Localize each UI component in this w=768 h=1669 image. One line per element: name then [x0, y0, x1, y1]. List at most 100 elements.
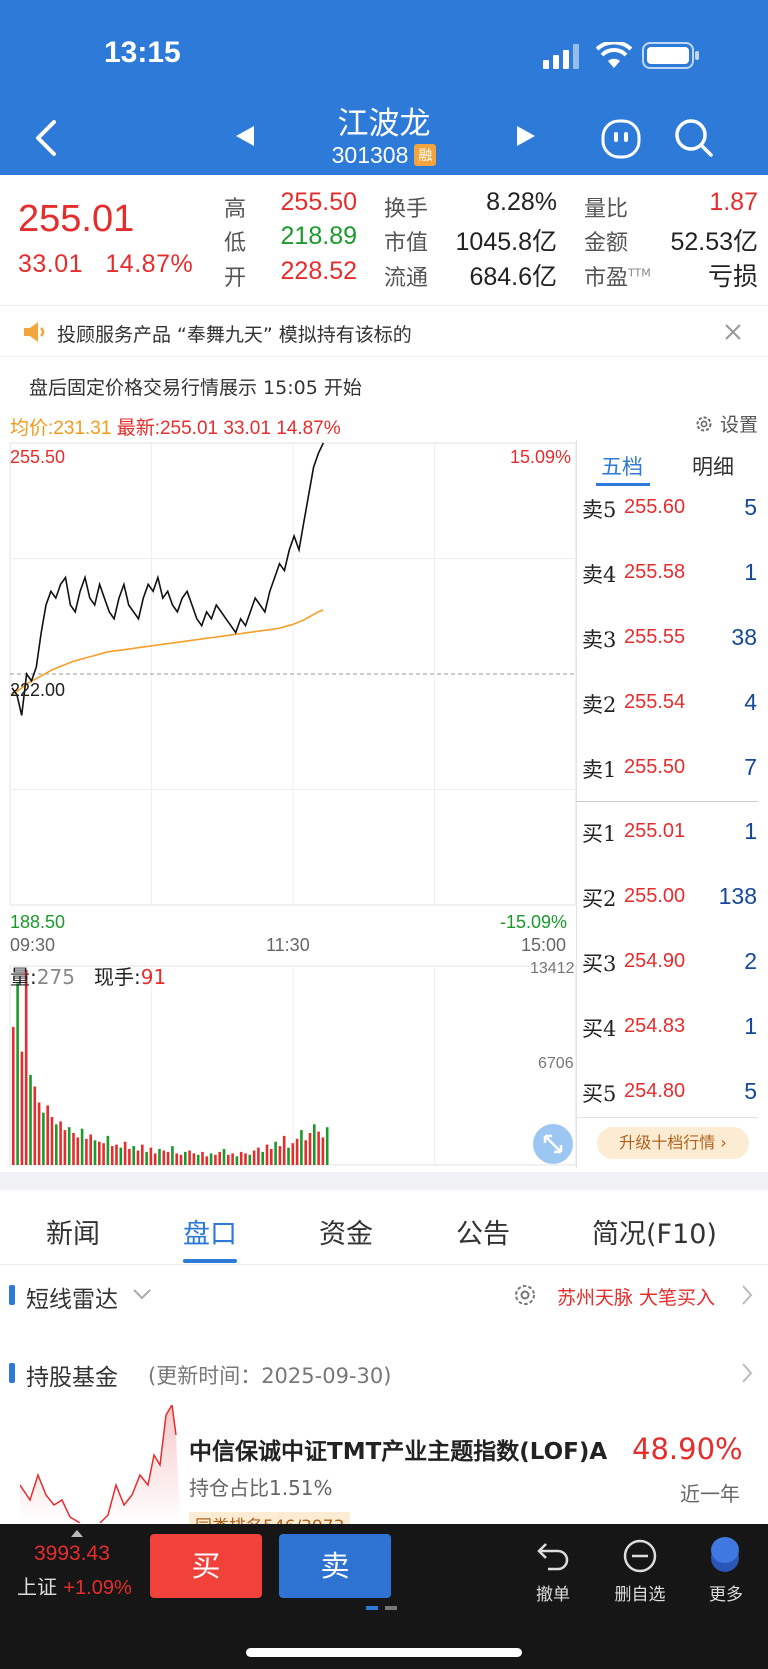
volume-bar: [16, 983, 19, 1165]
index-value[interactable]: 3993.43: [34, 1542, 110, 1565]
funds-title: 持股基金: [26, 1365, 118, 1391]
latest-price: 最新:255.01: [116, 418, 219, 439]
volume-bar: [214, 1154, 217, 1165]
bid-row[interactable]: 买3 254.90 2: [582, 948, 757, 978]
ask-row[interactable]: 卖1 255.50 7: [582, 754, 757, 784]
stat-label-text: 换手: [384, 197, 429, 222]
remove-watchlist-label[interactable]: 删自选: [614, 1585, 666, 1605]
gear-icon[interactable]: [512, 1282, 538, 1308]
volume-bar: [295, 1138, 299, 1165]
latest-change: 33.01: [223, 418, 271, 439]
ask-row[interactable]: 卖4 255.58 1: [582, 559, 757, 589]
volume-bar: [50, 1117, 54, 1165]
sell-button[interactable]: 卖: [279, 1534, 391, 1598]
bid-row[interactable]: 买5 254.80 5: [582, 1078, 757, 1108]
level-volume: 138: [718, 883, 757, 909]
radar-title[interactable]: 短线雷达: [26, 1287, 118, 1313]
volume-bar: [136, 1150, 140, 1165]
chevron-right-icon[interactable]: [740, 1362, 754, 1384]
bid-row[interactable]: 买2 255.00 138: [582, 883, 757, 913]
volume-bar: [115, 1144, 118, 1165]
chevron-down-icon[interactable]: [132, 1287, 152, 1301]
volume-bar: [291, 1143, 295, 1165]
volume-bar: [218, 1151, 221, 1165]
volume-bar: [278, 1146, 282, 1165]
chart-settings[interactable]: 设置: [694, 410, 758, 437]
volume-bar: [282, 1135, 286, 1165]
cancel-order-label[interactable]: 撤单: [536, 1585, 570, 1605]
intraday-chart[interactable]: [0, 440, 580, 930]
buy-button[interactable]: 买: [150, 1534, 262, 1598]
x-tick-open: 09:30: [10, 935, 56, 955]
stat-value: 亏损: [707, 263, 758, 291]
more-label[interactable]: 更多: [709, 1585, 743, 1605]
volume-bar: [274, 1141, 277, 1165]
tab-detail[interactable]: 明细: [692, 455, 734, 479]
detail-tabs: 新闻 盘口 资金 公告 简况(F10): [0, 1190, 768, 1265]
volume-bar: [235, 1156, 239, 1165]
change-value: 33.01: [18, 250, 84, 278]
chat-icon[interactable]: [600, 118, 642, 160]
stat-value: 684.6亿: [469, 263, 557, 291]
tab-five-level[interactable]: 五档: [601, 455, 643, 479]
tab-announcements[interactable]: 公告: [456, 1219, 510, 1250]
volume-bar: [248, 1154, 252, 1165]
undo-icon[interactable]: [536, 1538, 572, 1574]
level-price: 254.90: [624, 950, 686, 972]
bottom-toolbar: 3993.43 上证 +1.09% 买 卖 撤单 删自选 更多: [0, 1524, 768, 1669]
chevron-right-icon[interactable]: [740, 1284, 754, 1306]
app-header: 13:15 江波龙 301308 融: [0, 0, 768, 175]
signal-icon: [543, 44, 579, 69]
order-book: [576, 440, 758, 1168]
volume-bar: [24, 970, 28, 1165]
caret-up-icon: [71, 1530, 83, 1537]
prev-stock-icon[interactable]: [234, 124, 256, 148]
stat-value: 228.52: [280, 257, 357, 285]
ask-row[interactable]: 卖2 255.54 4: [582, 689, 757, 719]
stat-label: 开: [224, 260, 246, 292]
volume-bar: [325, 1127, 329, 1165]
level-price: 255.54: [624, 691, 686, 713]
volume-bar: [37, 1102, 41, 1165]
pct-bottom-label: -15.09%: [500, 912, 568, 932]
upgrade-button[interactable]: 升级十档行情 ›: [597, 1127, 749, 1159]
volume-bar: [304, 1140, 307, 1165]
more-icon[interactable]: [709, 1534, 741, 1574]
volume-bar: [106, 1135, 110, 1165]
x-tick-mid: 11:30: [266, 935, 310, 955]
volume-bar: [33, 1086, 37, 1165]
volume-bar: [175, 1153, 178, 1165]
next-stock-icon[interactable]: [515, 124, 537, 148]
ask-row[interactable]: 卖5 255.60 5: [582, 494, 757, 524]
chart-legend: 均价:231.31 最新:255.01 33.01 14.87%: [10, 413, 341, 440]
stat-label: 换手: [384, 191, 428, 223]
stat-label: 市值: [384, 225, 428, 257]
order-book-divider: [576, 801, 758, 802]
expand-button[interactable]: [533, 1124, 573, 1164]
index-row[interactable]: 上证 +1.09%: [17, 1571, 132, 1600]
ask-row[interactable]: 卖3 255.55 38: [582, 624, 757, 654]
bid-row[interactable]: 买4 254.83 1: [582, 1013, 757, 1043]
remove-watchlist-icon[interactable]: [622, 1538, 658, 1574]
radar-alert[interactable]: 苏州天脉 大笔买入: [557, 1287, 716, 1309]
volume-bar: [145, 1151, 148, 1165]
home-indicator: [246, 1648, 522, 1657]
notice-banner[interactable]: 投顾服务产品 “奉舞九天” 模拟持有该标的: [0, 305, 768, 357]
close-icon[interactable]: [724, 323, 742, 341]
y-top-label: 255.50: [10, 447, 66, 467]
tab-funds-flow[interactable]: 资金: [319, 1219, 373, 1250]
stat-value: 8.28%: [486, 188, 557, 216]
stat-label: 高: [224, 191, 246, 223]
stat-label-text: 低: [224, 231, 247, 256]
bid-row[interactable]: 买1 255.01 1: [582, 818, 757, 848]
tab-handicap[interactable]: 盘口: [183, 1219, 237, 1250]
index-change: +1.09%: [63, 1577, 132, 1599]
tab-f10[interactable]: 简况(F10): [592, 1219, 717, 1250]
volume-bar: [308, 1133, 312, 1165]
stat-label-sup: TTM: [628, 266, 651, 280]
tab-news[interactable]: 新闻: [46, 1219, 100, 1250]
back-icon[interactable]: [32, 118, 60, 158]
search-icon[interactable]: [673, 117, 715, 159]
stat-value: 1.87: [709, 188, 758, 216]
fund-name[interactable]: 中信保诚中证TMT产业主题指数(LOF)A: [189, 1439, 608, 1465]
